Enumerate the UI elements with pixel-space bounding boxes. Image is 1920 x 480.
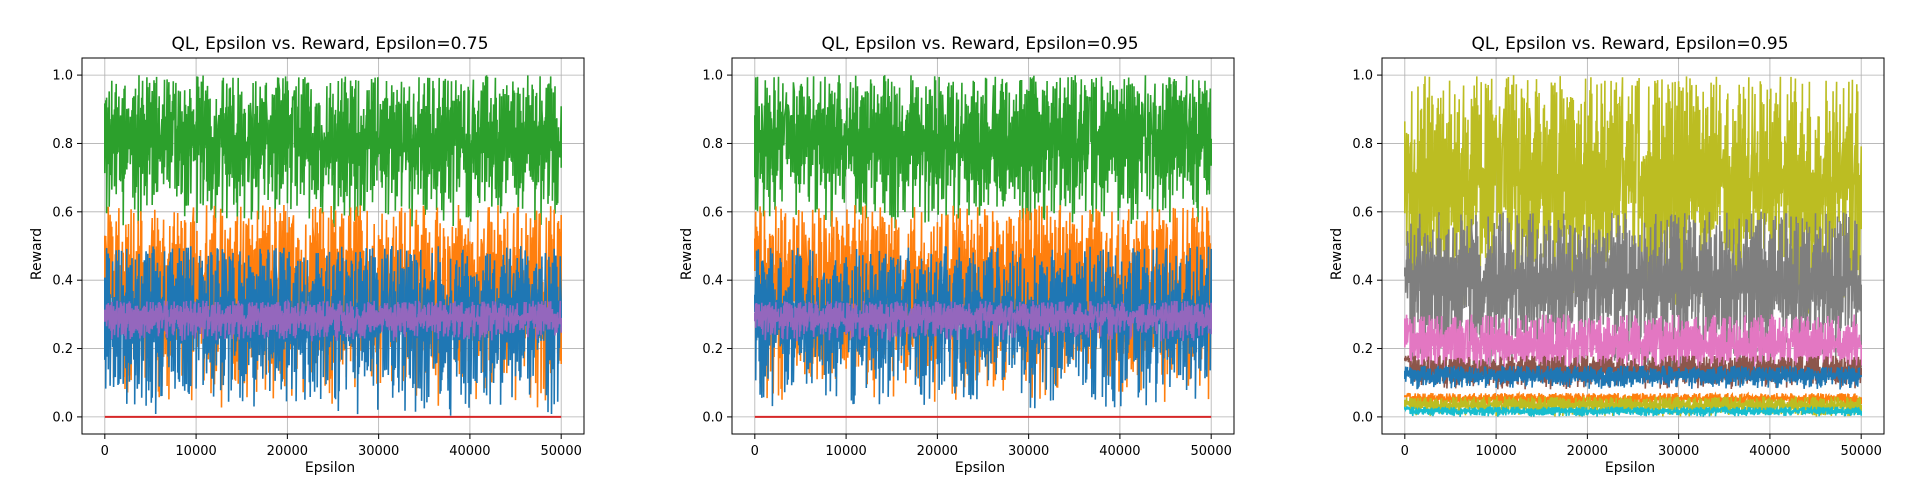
x-axis-label: Epsilon xyxy=(305,460,355,476)
series-line xyxy=(1404,75,1862,314)
subplot-1: QL, Epsilon vs. Reward, Epsilon=0.75 Eps… xyxy=(29,34,585,476)
x-tick-label: 50000 xyxy=(1191,444,1232,459)
series-group xyxy=(754,75,1212,418)
series-line xyxy=(754,246,1212,409)
x-tick-label: 10000 xyxy=(825,444,866,459)
x-tick-label: 30000 xyxy=(358,444,399,459)
series-line xyxy=(1404,365,1862,390)
y-tick-label: 1.0 xyxy=(1352,69,1373,84)
y-tick-label: 0.8 xyxy=(52,137,73,152)
x-tick-label: 40000 xyxy=(1749,444,1790,459)
x-tick-label: 40000 xyxy=(449,444,490,459)
y-tick-label: 0.0 xyxy=(1352,410,1373,425)
axes-frame xyxy=(81,57,585,435)
x-tick-label: 30000 xyxy=(1008,444,1049,459)
y-tick-label: 1.0 xyxy=(52,69,73,84)
y-tick-label: 0.8 xyxy=(702,137,723,152)
x-tick-label: 50000 xyxy=(541,444,582,459)
y-tick-label: 0.4 xyxy=(1352,274,1373,289)
axes-frame xyxy=(731,57,1235,435)
y-axis-label: Reward xyxy=(29,228,45,280)
y-tick-label: 1.0 xyxy=(702,69,723,84)
plot-title: QL, Epsilon vs. Reward, Epsilon=0.75 xyxy=(171,34,488,54)
series-group xyxy=(1404,75,1862,417)
y-tick-label: 0.6 xyxy=(1352,205,1373,220)
y-axis-label: Reward xyxy=(679,228,695,280)
y-tick-label: 0.2 xyxy=(52,342,73,357)
y-tick-label: 0.8 xyxy=(1352,137,1373,152)
subplot-3: QL, Epsilon vs. Reward, Epsilon=0.95 Eps… xyxy=(1329,34,1885,476)
ticks: 0 10000 20000 30000 40000 50000 0.0 0.2 0.4 0.6 0.… xyxy=(52,69,582,459)
y-tick-label: 0.0 xyxy=(702,410,723,425)
x-tick-label: 50000 xyxy=(1841,444,1882,459)
x-tick-label: 10000 xyxy=(175,444,216,459)
x-tick-label: 20000 xyxy=(917,444,958,459)
y-axis-label: Reward xyxy=(1329,228,1345,280)
y-tick-label: 0.0 xyxy=(52,410,73,425)
y-tick-label: 0.2 xyxy=(702,342,723,357)
x-tick-label: 0 xyxy=(1401,444,1409,459)
series-group xyxy=(104,75,562,418)
ticks: 0 10000 20000 30000 40000 50000 0.0 0.2 0.4 0.6 0.… xyxy=(702,69,1232,459)
plot-title: QL, Epsilon vs. Reward, Epsilon=0.95 xyxy=(1471,34,1788,54)
series-line xyxy=(104,75,562,228)
series-line xyxy=(1404,404,1862,417)
x-tick-label: 20000 xyxy=(1567,444,1608,459)
series-line xyxy=(754,75,1212,229)
x-tick-label: 40000 xyxy=(1099,444,1140,459)
x-axis-label: Epsilon xyxy=(955,460,1005,476)
ticks: 0 10000 20000 30000 40000 50000 0.0 0.2 0.4 0.6 0.… xyxy=(1352,69,1882,459)
series-line xyxy=(754,300,1212,342)
y-tick-label: 0.2 xyxy=(1352,342,1373,357)
subplot-2: QL, Epsilon vs. Reward, Epsilon=0.95 Eps… xyxy=(679,34,1235,476)
plot-title: QL, Epsilon vs. Reward, Epsilon=0.95 xyxy=(821,34,1138,54)
x-tick-label: 30000 xyxy=(1658,444,1699,459)
series-line xyxy=(1404,396,1862,417)
y-tick-label: 0.4 xyxy=(702,274,723,289)
series-line xyxy=(1404,211,1862,374)
x-axis-label: Epsilon xyxy=(1605,460,1655,476)
x-tick-label: 10000 xyxy=(1475,444,1516,459)
series-line xyxy=(1404,314,1862,383)
x-tick-label: 20000 xyxy=(267,444,308,459)
y-tick-label: 0.6 xyxy=(52,205,73,220)
series-line xyxy=(104,298,562,342)
axes-frame xyxy=(1381,57,1885,435)
y-tick-label: 0.4 xyxy=(52,274,73,289)
y-tick-label: 0.6 xyxy=(702,205,723,220)
x-tick-label: 0 xyxy=(101,444,109,459)
x-tick-label: 0 xyxy=(751,444,759,459)
